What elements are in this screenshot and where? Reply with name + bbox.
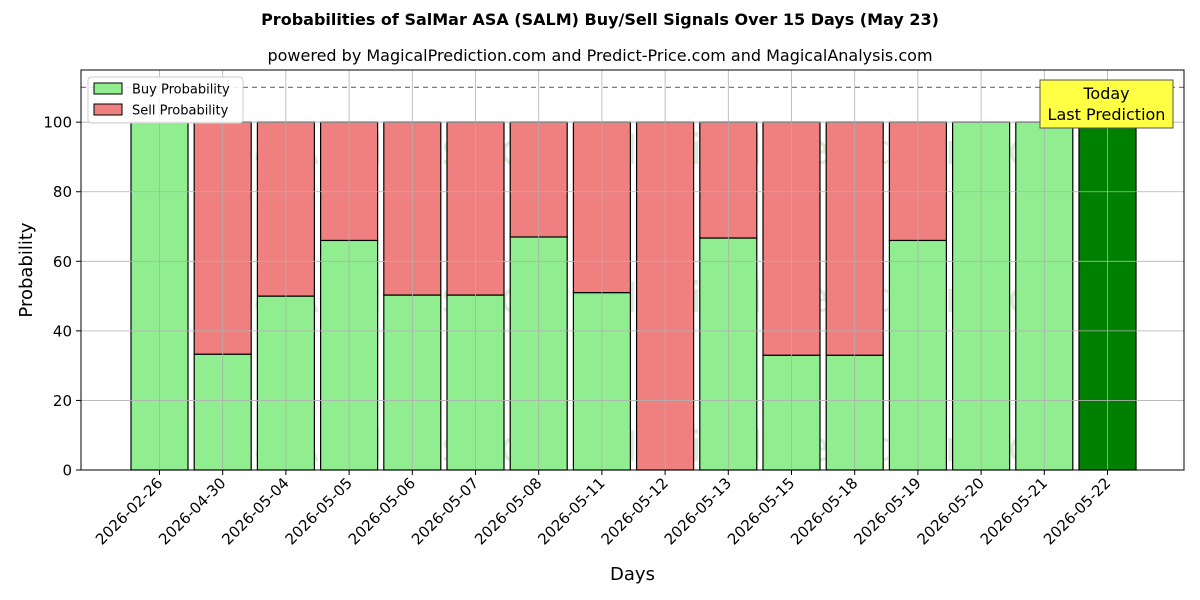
x-tick-label: 2026-05-22 — [1040, 474, 1114, 548]
annotation-line-1: Today — [1082, 84, 1129, 103]
chart-subtitle: powered by MagicalPrediction.com and Pre… — [267, 46, 933, 65]
annotation-line-2: Last Prediction — [1048, 105, 1166, 124]
x-tick-label: 2026-02-26 — [92, 474, 166, 548]
chart-title: Probabilities of SalMar ASA (SALM) Buy/S… — [261, 10, 939, 29]
y-tick-label: 40 — [53, 322, 72, 340]
y-tick-label: 80 — [53, 183, 72, 201]
legend-label-sell: Sell Probability — [132, 104, 229, 119]
x-tick-label: 2026-05-08 — [471, 474, 545, 548]
x-tick-label: 2026-05-15 — [724, 474, 798, 548]
x-axis-label: Days — [610, 564, 655, 585]
legend-swatch-sell — [93, 103, 123, 116]
x-tick-label: 2026-05-07 — [408, 474, 482, 548]
x-tick-label: 2026-05-19 — [850, 474, 924, 548]
x-tick-label: 2026-05-18 — [787, 474, 861, 548]
y-tick-label: 60 — [53, 253, 72, 271]
y-axis-label: Probability — [16, 222, 37, 317]
x-tick-label: 2026-05-20 — [914, 474, 988, 548]
x-tick-label: 2026-05-06 — [345, 474, 419, 548]
x-tick-label: 2026-05-21 — [977, 474, 1051, 548]
y-tick-label: 20 — [53, 392, 72, 410]
plot-frame — [80, 69, 1185, 471]
y-tick-label: 0 — [62, 462, 72, 480]
x-tick-label: 2026-05-05 — [282, 474, 356, 548]
x-tick-label: 2026-05-13 — [661, 474, 735, 548]
legend-label-buy: Buy Probability — [132, 83, 230, 98]
x-tick-label: 2026-05-12 — [598, 474, 672, 548]
y-tick-label: 100 — [43, 114, 72, 132]
legend-box — [87, 76, 244, 124]
annotation-box — [1039, 79, 1174, 129]
x-tick-label: 2026-05-04 — [218, 474, 292, 548]
x-tick-label: 2026-05-11 — [534, 474, 608, 548]
x-tick-label: 2026-04-30 — [155, 474, 229, 548]
legend-swatch-buy — [93, 82, 123, 95]
